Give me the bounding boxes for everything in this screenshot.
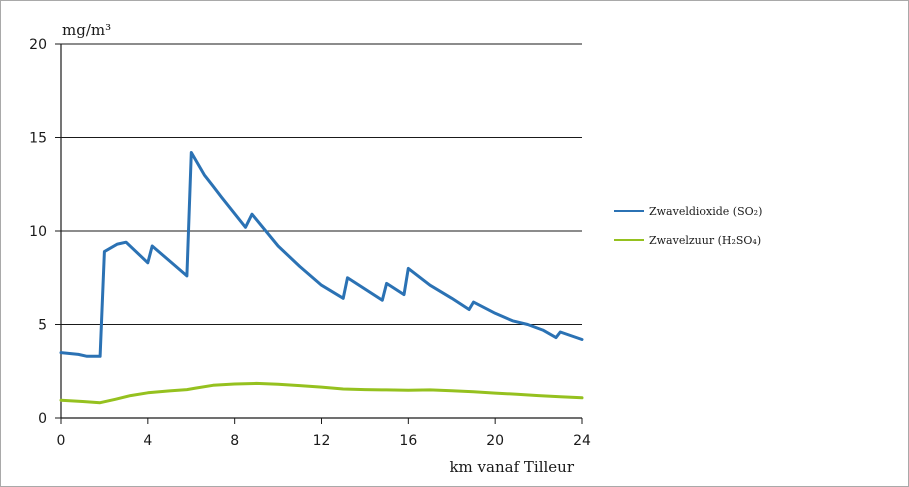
y-axis-ticks: 0 5 10 15 20 xyxy=(29,37,61,427)
y-tick-label: 0 xyxy=(38,411,47,427)
x-tick-label: 20 xyxy=(486,433,504,449)
x-tick-label: 8 xyxy=(230,433,239,449)
series-line-1 xyxy=(59,381,584,405)
y-tick-label: 20 xyxy=(29,37,47,53)
x-tick-label: 16 xyxy=(399,433,417,449)
legend: Zwaveldioxide (SO₂) Zwavelzuur (H₂SO₄) xyxy=(614,205,762,247)
y-axis-unit-label: mg/m³ xyxy=(62,21,111,39)
x-tick-label: 24 xyxy=(573,433,591,449)
x-tick-label: 4 xyxy=(143,433,152,449)
legend-label-1: Zwavelzuur (H₂SO₄) xyxy=(649,234,761,247)
gridlines xyxy=(61,43,582,325)
x-axis-ticks: 0 4 8 12 16 20 24 xyxy=(57,418,591,449)
series-lines xyxy=(59,151,584,405)
y-tick-label: 15 xyxy=(29,131,47,147)
x-axis-title: km vanaf Tilleur xyxy=(449,458,574,476)
series-line-0 xyxy=(59,151,584,358)
y-tick-label: 10 xyxy=(29,224,47,240)
x-tick-label: 0 xyxy=(57,433,66,449)
y-tick-label: 5 xyxy=(38,318,47,334)
x-tick-label: 12 xyxy=(313,433,331,449)
legend-label-0: Zwaveldioxide (SO₂) xyxy=(649,205,762,218)
